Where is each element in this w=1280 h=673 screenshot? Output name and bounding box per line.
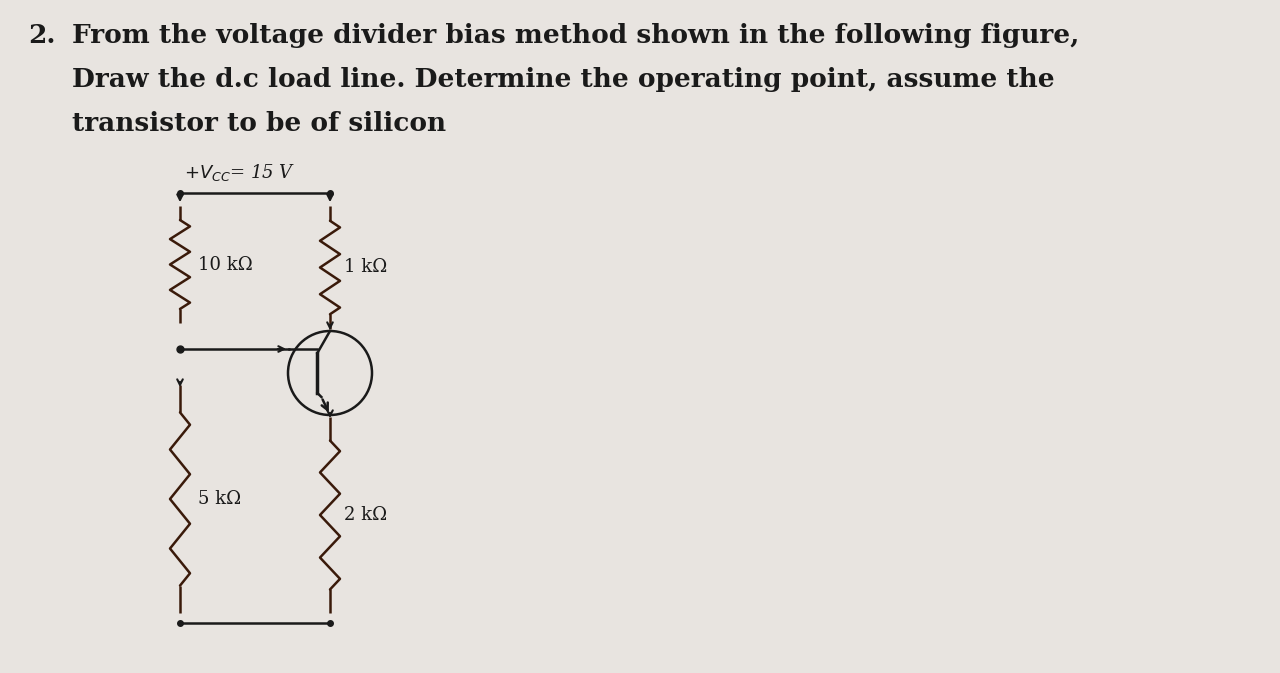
Text: transistor to be of silicon: transistor to be of silicon [72, 111, 447, 136]
Text: 2.: 2. [28, 23, 55, 48]
Text: 5 kΩ: 5 kΩ [198, 490, 241, 508]
Text: Draw the d.c load line. Determine the operating point, assume the: Draw the d.c load line. Determine the op… [72, 67, 1055, 92]
Text: $+ V_{CC}$= 15 V: $+ V_{CC}$= 15 V [184, 162, 296, 183]
Text: 2 kΩ: 2 kΩ [344, 506, 387, 524]
Text: 1 kΩ: 1 kΩ [344, 258, 388, 277]
Text: 10 kΩ: 10 kΩ [198, 256, 252, 273]
Text: From the voltage divider bias method shown in the following figure,: From the voltage divider bias method sho… [72, 23, 1079, 48]
